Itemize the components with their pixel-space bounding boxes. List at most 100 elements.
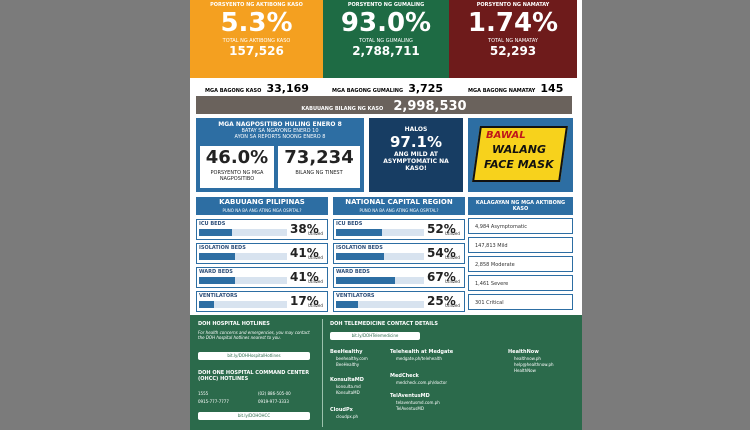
title: KALAGAYAN NG MGA AKTIBONG KASO	[468, 197, 573, 215]
provider-name: BeeHealthy	[330, 349, 363, 355]
status-row: 147,813 Mild	[468, 237, 573, 253]
label: PORSYENTO NG MGA NAGPOSITIBO	[210, 170, 264, 182]
value: 2,998,530	[393, 99, 467, 114]
label: PORSYENTO NG AKTIBONG KASO	[210, 2, 303, 8]
label: KABUUANG BILANG NG KASO	[301, 106, 384, 112]
value: 67%	[427, 270, 456, 284]
total: 2,788,711	[352, 44, 420, 58]
utilized: Utilized	[308, 231, 323, 236]
subtitle: BATAY SA NGAYONG ENERO 10	[241, 128, 319, 134]
link[interactable]: bit.ly/DOHHospitalHotlines	[198, 352, 310, 360]
utilized: Utilized	[445, 279, 460, 284]
bar-track	[199, 229, 287, 236]
mask-text: BAWAL	[486, 130, 526, 141]
mask-panel: BAWAL WALANG FACE MASK	[468, 118, 573, 192]
provider-item: medgate.ph/telehealth	[396, 356, 442, 361]
label: MGA BAGONG KASO	[205, 88, 262, 94]
mask-text: WALANG	[492, 143, 547, 156]
text: ANG MILD AT ASYMPTOMATIC NA KASO!	[383, 151, 449, 172]
total-cases: KABUUANG BILANG NG KASO 2,998,530	[196, 96, 572, 114]
value: 25%	[427, 294, 456, 308]
provider-item: telaventusmd.com.ph	[396, 400, 440, 405]
status-row: 2,858 Moderate	[468, 256, 573, 272]
label: TOTAL NG NAMATAY	[488, 38, 538, 44]
bar	[199, 277, 236, 284]
utilized: Utilized	[308, 279, 323, 284]
provider-name: MedCheck	[390, 373, 419, 379]
new-cases: MGA BAGONG KASO 33,169	[205, 80, 325, 95]
row-label: WARD BEDS	[336, 269, 370, 275]
row-label: VENTILATORS	[199, 293, 238, 299]
percent: 1.74%	[467, 8, 559, 38]
rate: 46.0%	[205, 147, 269, 168]
status-row: 301 Critical	[468, 294, 573, 310]
subtitle: PUNO NA BA ANG ATING MGA OSPITAL?	[359, 208, 439, 213]
provider-name: TelAventusMD	[390, 393, 430, 399]
provider-name: KonsultaMD	[330, 377, 364, 383]
percent: 5.3%	[220, 8, 293, 38]
bar	[336, 229, 382, 236]
row-label: ICU BEDS	[199, 221, 226, 227]
utilized: Utilized	[445, 303, 460, 308]
provider-item: beehealthy.com	[336, 356, 368, 361]
value: 17%	[290, 294, 319, 308]
value: 38%	[290, 222, 319, 236]
link[interactable]: bit.ly/DOHTelemedicine	[330, 332, 420, 340]
provider-item: BeeHealthy	[336, 362, 360, 367]
title: MGA NAGPOSITIBO HULING ENERO 8	[218, 121, 342, 128]
bar-track	[199, 301, 287, 308]
label: MGA BAGONG GUMALING	[332, 88, 404, 94]
value: 52%	[427, 222, 456, 236]
row-label: VENTILATORS	[336, 293, 375, 299]
total: 52,293	[489, 44, 537, 58]
bar	[199, 229, 233, 236]
label: PORSYENTO NG NAMATAY	[476, 2, 550, 8]
value: 41%	[290, 246, 319, 260]
subtitle: AYON SA REPORTS NOONG ENERO 8	[234, 134, 326, 140]
recovered-box: PORSYENTO NG GUMALING 93.0% TOTAL NG GUM…	[323, 0, 449, 78]
number: 0915-777-7777	[198, 399, 229, 404]
tested: 73,234	[284, 147, 354, 168]
status-row: 1,461 Severe	[468, 275, 573, 291]
row-label: ISOLATION BEDS	[199, 245, 246, 251]
provider-item: KonsultaMD	[336, 390, 360, 395]
utilized: Utilized	[445, 231, 460, 236]
mild-panel: HALOS 97.1% ANG MILD AT ASYMPTOMATIC NA …	[369, 118, 463, 192]
bar	[336, 301, 358, 308]
provider-name: Telehealth at Medgate	[390, 349, 454, 355]
active-box: PORSYENTO NG AKTIBONG KASO 5.3% TOTAL NG…	[190, 0, 323, 78]
bar-track	[336, 301, 424, 308]
label: MGA BAGONG NAMATAY	[468, 88, 536, 94]
provider-item: help@healthnow.ph	[514, 362, 554, 367]
provider-item: konsulta.md	[336, 384, 361, 389]
new-recovered: MGA BAGONG GUMALING 3,725	[332, 80, 457, 95]
label: TOTAL NG AKTIBONG KASO	[222, 38, 291, 44]
mask-text: FACE MASK	[484, 158, 554, 171]
status-row: 4,984 Asymptomatic	[468, 218, 573, 234]
provider-item: TelAventusMD	[396, 406, 424, 411]
row-label: ICU BEDS	[336, 221, 363, 227]
total: 157,526	[229, 44, 284, 58]
provider-item: medcheck.com.ph/doctor	[396, 380, 447, 385]
number: 0919-977-3333	[258, 399, 289, 404]
provider-item: HealthNow	[514, 368, 536, 373]
status-panel: KALAGAYAN NG MGA AKTIBONG KASO 4,984 Asy…	[468, 197, 573, 310]
column-header	[196, 197, 328, 215]
number: (02) 886-505-00	[258, 391, 291, 396]
row-label: WARD BEDS	[199, 269, 233, 275]
bar	[199, 253, 236, 260]
column-header	[333, 197, 465, 215]
bar-track	[199, 253, 287, 260]
provider-item: cloudpx.ph	[336, 414, 359, 419]
bar-track	[199, 277, 287, 284]
row-label: ISOLATION BEDS	[336, 245, 383, 251]
subtitle: PUNO NA BA ANG ATING MGA OSPITAL?	[222, 208, 302, 213]
provider-name: CloudPx	[330, 407, 353, 413]
link[interactable]: bit.ly/DOHOHCC	[198, 412, 310, 420]
provider-name: HealthNow	[508, 349, 539, 355]
divider	[322, 319, 323, 427]
note: For health concerns and emergencies, you…	[198, 330, 310, 340]
value: 41%	[290, 270, 319, 284]
percent: 93.0%	[340, 8, 432, 38]
